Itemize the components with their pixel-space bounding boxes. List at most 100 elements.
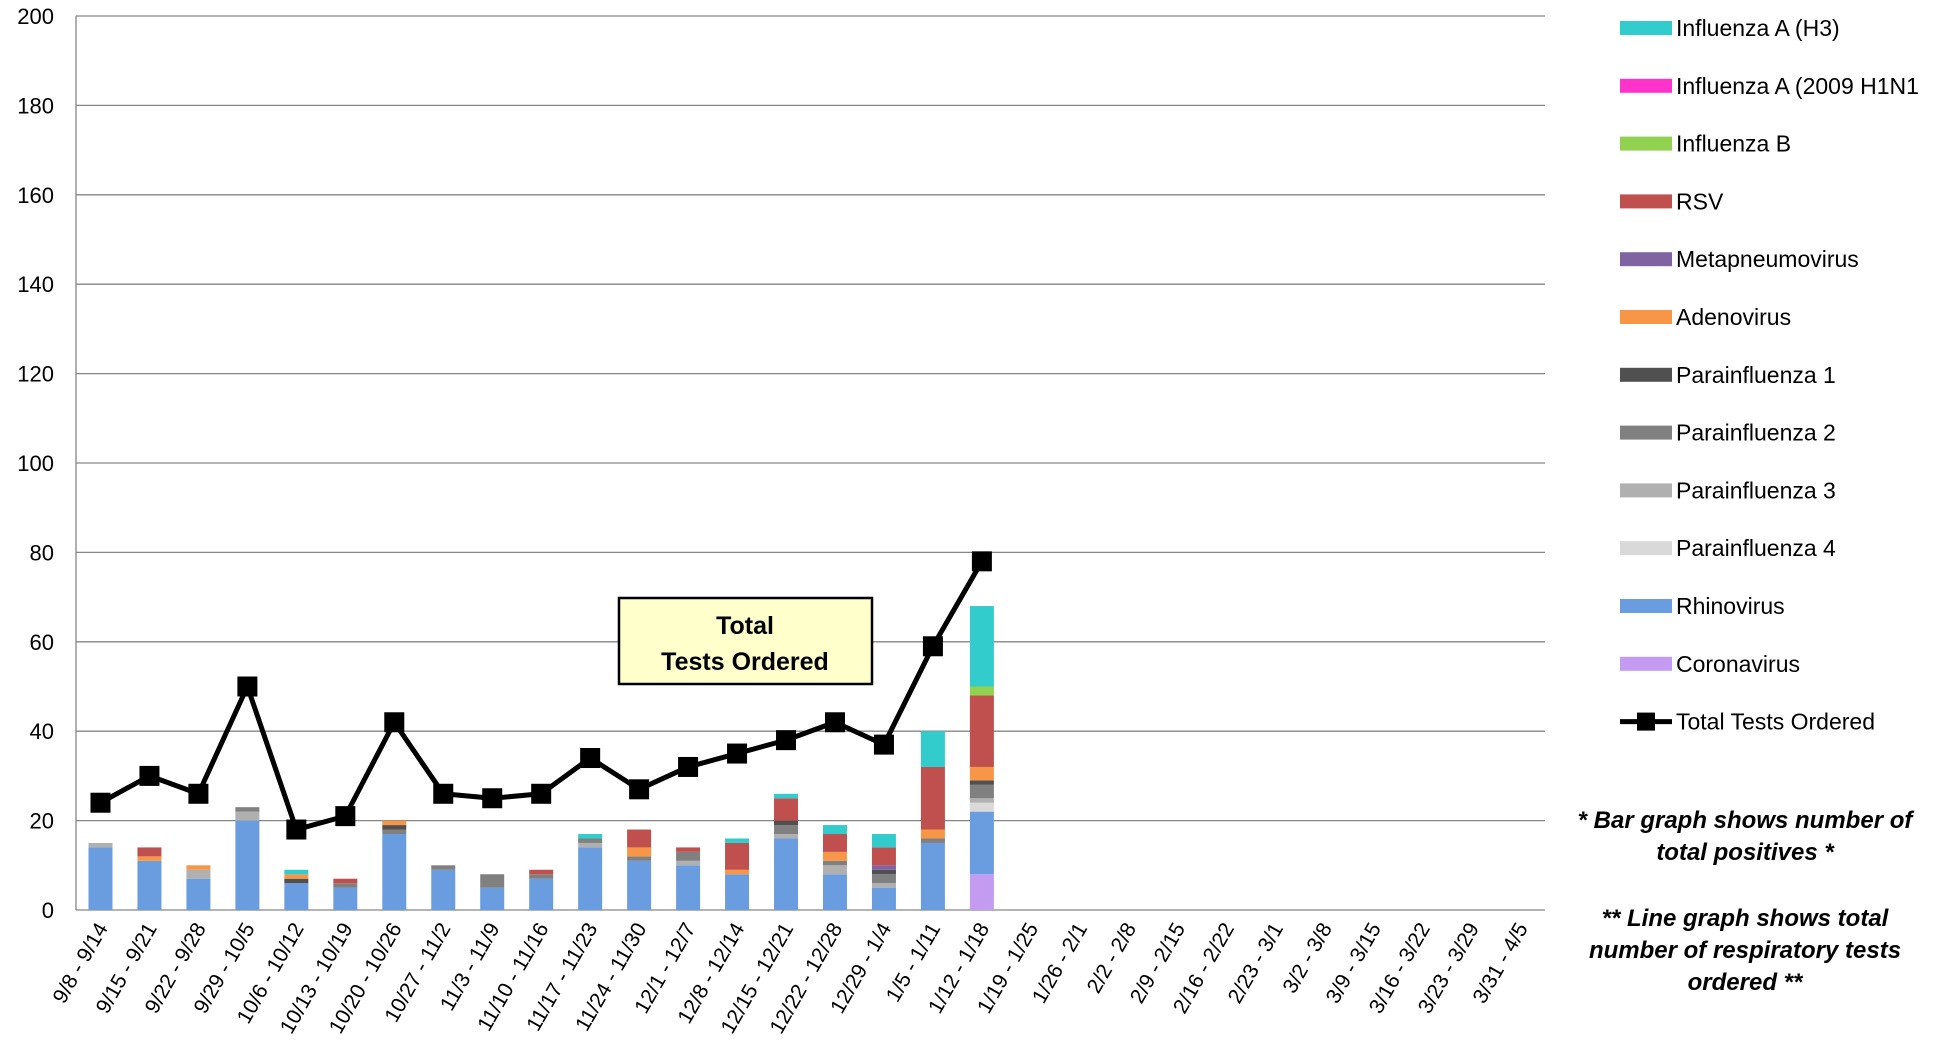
legend-swatch (1620, 252, 1672, 267)
y-tick-label: 40 (30, 719, 54, 744)
total-tests-marker (433, 783, 454, 804)
bar-segment (676, 865, 701, 910)
total-tests-marker (727, 743, 748, 764)
legend-swatch (1620, 310, 1672, 324)
bar-segment (774, 793, 799, 799)
total-tests-line (90, 551, 992, 840)
bar-segment (871, 847, 896, 866)
legend-swatch (1620, 194, 1672, 209)
bar-segment (431, 869, 456, 910)
total-tests-marker (139, 765, 160, 786)
total-tests-marker (971, 551, 992, 572)
annotation-line-1: Total (716, 612, 774, 640)
x-axis: 9/8 - 9/149/15 - 9/219/22 - 9/289/29 - 1… (49, 919, 1533, 1038)
bar-segment (382, 829, 407, 835)
legend: Influenza A (H3) Influenza A (2009 H1N1 In… (1620, 15, 1919, 735)
bar-segment (235, 820, 260, 910)
y-tick-label: 80 (30, 540, 54, 565)
bar-segment (284, 874, 309, 879)
bar-segment (382, 820, 407, 826)
total-tests-marker (90, 792, 111, 813)
note-line: * Bar graph shows number of (1578, 807, 1915, 834)
legend-swatch (1620, 483, 1672, 498)
y-tick-label: 60 (30, 630, 54, 655)
bar-segment (186, 865, 211, 870)
bar-segment (529, 878, 554, 910)
legend-swatch (1620, 367, 1672, 382)
bar-segment (871, 887, 896, 910)
bar-segment (822, 865, 847, 875)
chart-notes: * Bar graph shows number of total positiv… (1578, 807, 1915, 996)
bar-segment (529, 869, 554, 875)
bar-segment (774, 834, 799, 839)
bar-segment (725, 874, 750, 910)
bar-segment (969, 784, 994, 799)
bar-segment (235, 811, 260, 821)
bar-segment (920, 842, 945, 910)
bar-segment (480, 887, 505, 910)
y-tick-label: 200 (17, 4, 54, 29)
bar-segment (969, 798, 994, 803)
bar-segment (676, 851, 701, 861)
total-tests-marker (922, 636, 943, 657)
y-tick-label: 100 (17, 451, 54, 476)
bar-segment (627, 860, 652, 910)
bar-segment (627, 829, 652, 848)
legend-line-marker (1637, 712, 1655, 731)
bar-segment (969, 811, 994, 875)
bar-segment (822, 851, 847, 861)
total-tests-marker (629, 779, 650, 800)
bar-segment (969, 606, 994, 687)
bar-segment (969, 802, 994, 812)
legend-swatch (1620, 656, 1672, 671)
bar-segment (137, 856, 162, 861)
bar-segment (725, 842, 750, 870)
bar-segment (676, 860, 701, 866)
bar-segment (871, 865, 896, 870)
bar-segment (382, 825, 407, 830)
bar-segment (284, 878, 309, 884)
bar-segment (186, 878, 211, 910)
total-tests-marker (286, 819, 307, 840)
total-tests-marker (237, 676, 258, 697)
y-axis: 0 20 40 60 80 100 120 140 160 180 200 (17, 4, 77, 923)
bar-segment (235, 807, 260, 812)
y-tick-label: 20 (30, 809, 54, 834)
note-line: total positives * (1656, 839, 1835, 866)
bar-segment (774, 825, 799, 835)
stacked-bars (88, 606, 994, 910)
total-tests-marker (188, 783, 209, 804)
total-tests-marker (824, 712, 845, 733)
y-tick-label: 160 (17, 183, 54, 208)
bar-segment (137, 860, 162, 910)
legend-label: Influenza A (H3) (1676, 15, 1840, 41)
bar-segment (871, 869, 896, 875)
bar-segment (725, 869, 750, 875)
bar-segment (920, 838, 945, 843)
bar-segment (578, 838, 603, 843)
bar-segment (920, 766, 945, 830)
bar-segment (822, 874, 847, 910)
y-tick-label: 180 (17, 93, 54, 118)
bar-segment (480, 874, 505, 888)
legend-label: RSV (1676, 188, 1724, 214)
bar-segment (871, 834, 896, 848)
bar-segment (382, 834, 407, 910)
bar-segment (969, 766, 994, 781)
bar-segment (774, 820, 799, 826)
bar-segment (627, 847, 652, 857)
annotation-box-frame (617, 596, 874, 686)
bar-segment (333, 883, 358, 888)
bar-segment (529, 874, 554, 879)
legend-label: Parainfluenza 1 (1676, 362, 1836, 388)
legend-swatch (1620, 136, 1672, 151)
bar-segment (920, 731, 945, 767)
bar-segment (627, 856, 652, 861)
note-line: ordered ** (1688, 969, 1804, 996)
legend-swatch (1620, 21, 1672, 35)
bar-segment (137, 847, 162, 857)
legend-swatch (1620, 541, 1672, 556)
legend-label: Rhinovirus (1676, 593, 1785, 619)
annotation-box: Total Tests Ordered (617, 596, 874, 686)
bar-segment (88, 842, 113, 848)
